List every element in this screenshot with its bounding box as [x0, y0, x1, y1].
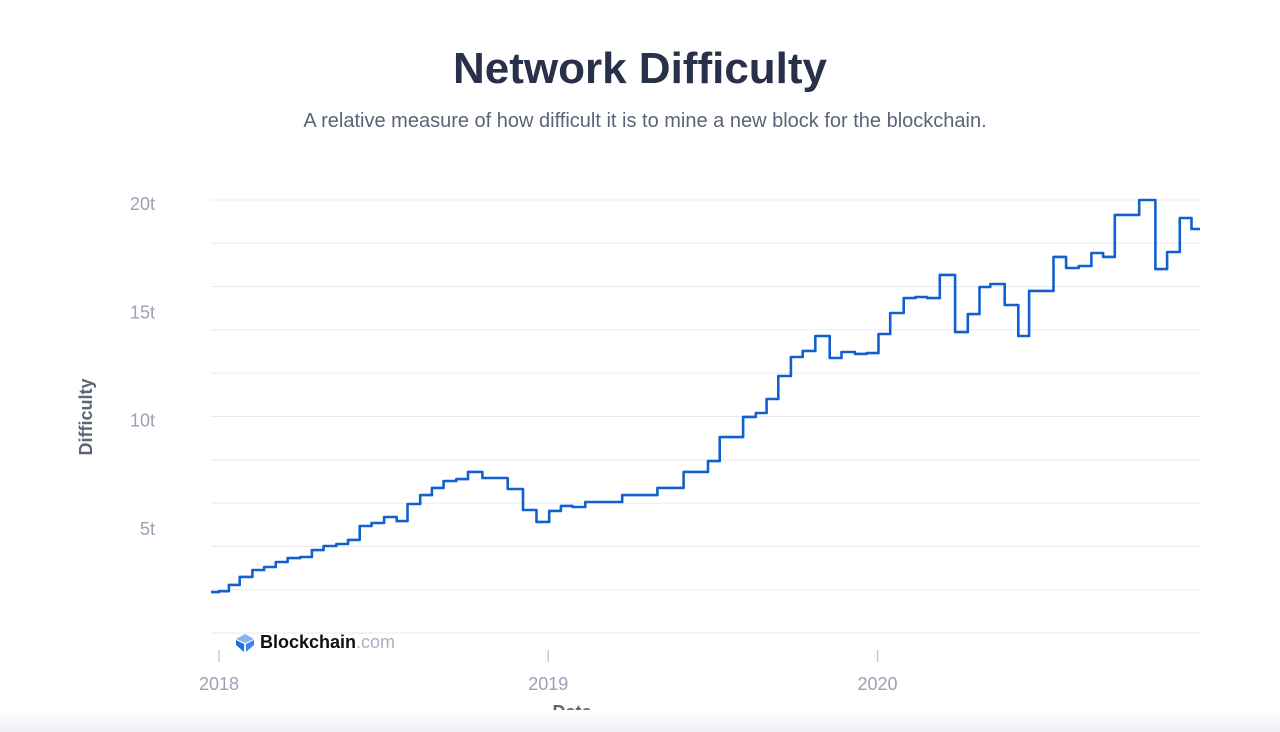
- y-tick-label: 15t: [130, 302, 155, 322]
- blockchain-logo: Blockchain .com: [234, 632, 395, 653]
- logo-suffix: .com: [356, 632, 396, 652]
- page-title: Network Difficulty: [452, 44, 828, 93]
- difficulty-series-line: [211, 198, 1200, 594]
- y-tick-label: 5t: [140, 519, 155, 539]
- y-axis-ticks: 5t 10t 15t 20t: [130, 194, 155, 539]
- page-subtitle: A relative measure of how difficult it i…: [303, 110, 987, 132]
- y-tick-label: 20t: [130, 194, 155, 214]
- x-tick-label: 2020: [858, 674, 898, 694]
- x-axis-ticks: 2018 2019 2020: [199, 650, 898, 694]
- logo-name: Blockchain: [260, 632, 357, 652]
- x-tick-label: 2018: [199, 674, 239, 694]
- bottom-shade: [0, 710, 1280, 732]
- y-tick-label: 10t: [130, 411, 155, 431]
- blockchain-cube-icon: [236, 633, 254, 652]
- gridlines: [211, 199, 1200, 634]
- y-axis-label: Difficulty: [76, 378, 96, 455]
- x-tick-label: 2019: [528, 674, 568, 694]
